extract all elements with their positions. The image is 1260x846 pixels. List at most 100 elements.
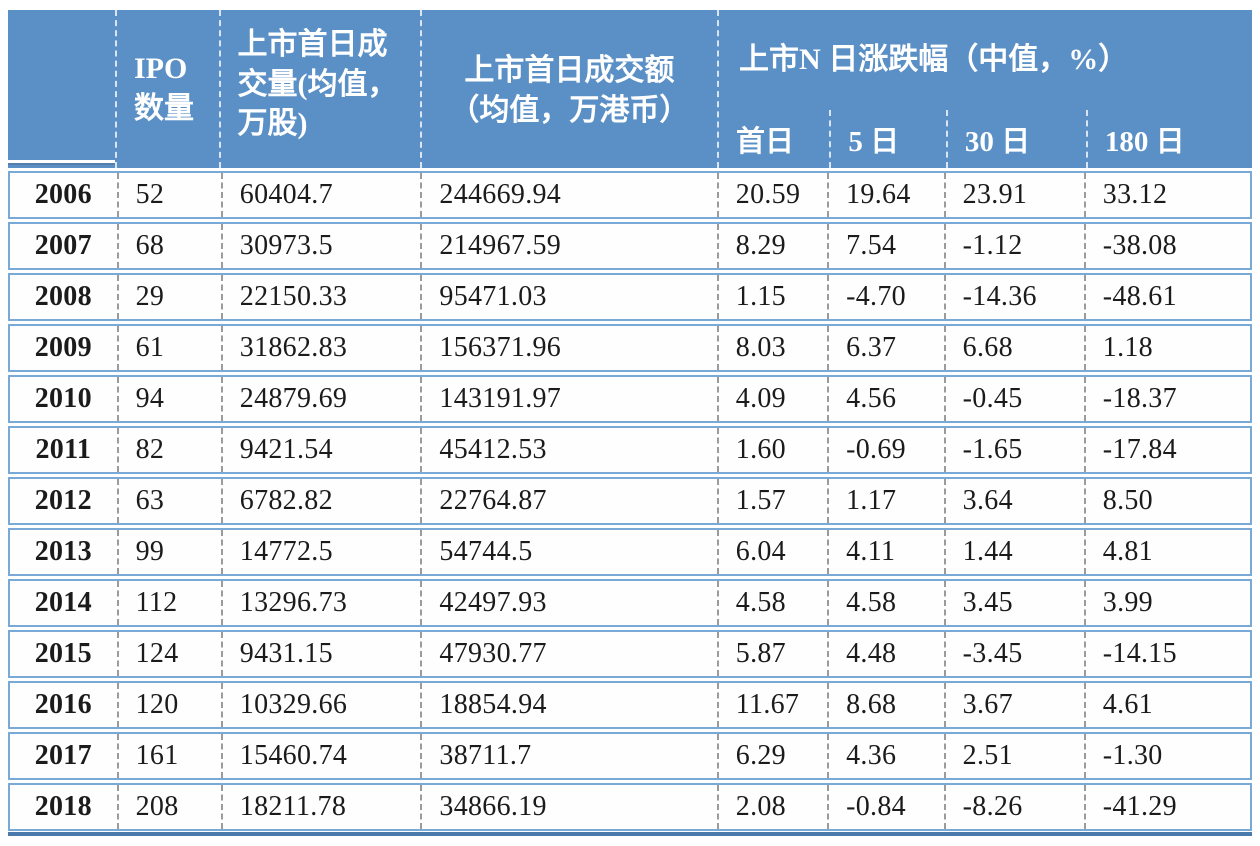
cell-change-day30: -8.26 <box>943 785 1084 829</box>
header-group-title: 上市N 日涨跌幅（中值，%） <box>739 43 1129 77</box>
cell-change-day5: 8.68 <box>827 683 944 727</box>
table-body: 2006 52 60404.7 244669.94 20.59 19.64 23.91 33.… <box>8 171 1252 831</box>
cell-change-day1: 11.67 <box>716 683 827 727</box>
cell-first-day-turnover: 45412.53 <box>420 428 716 472</box>
cell-change-day1: 2.08 <box>716 785 827 829</box>
cell-year: 2009 <box>34 332 92 363</box>
cell-change-day180: -18.37 <box>1083 377 1250 421</box>
cell-first-day-volume: 15460.74 <box>220 734 421 778</box>
cell-change-day30: -1.12 <box>943 224 1084 268</box>
cell-first-day-volume: 22150.33 <box>220 275 421 319</box>
header-cell-day180: 180 日 <box>1085 110 1252 168</box>
cell-year: 2008 <box>34 281 92 312</box>
cell-change-day180: -14.15 <box>1083 632 1250 676</box>
table-row: 2016 120 10329.66 18854.94 11.67 8.68 3.67 4.61 <box>8 681 1252 729</box>
cell-first-day-turnover: 42497.93 <box>420 581 716 625</box>
cell-change-day5: 4.58 <box>827 581 944 625</box>
header-cell-year <box>8 10 115 168</box>
cell-change-day180: -41.29 <box>1083 785 1250 829</box>
cell-change-day5: 1.17 <box>827 479 944 523</box>
cell-first-day-volume: 60404.7 <box>220 173 421 217</box>
cell-change-day30: 1.44 <box>943 530 1084 574</box>
cell-change-day1: 6.29 <box>716 734 827 778</box>
cell-year: 2017 <box>34 740 92 771</box>
cell-change-day180: -38.08 <box>1083 224 1250 268</box>
cell-ipo-count: 120 <box>116 683 221 727</box>
cell-change-day30: 3.67 <box>943 683 1084 727</box>
header-cell-first-day-turnover: 上市首日成交额 （均值，万港币） <box>419 10 717 168</box>
cell-ipo-count: 52 <box>116 173 221 217</box>
cell-change-day5: -4.70 <box>827 275 944 319</box>
cell-change-day30: -14.36 <box>943 275 1084 319</box>
cell-change-day30: -1.65 <box>943 428 1084 472</box>
cell-first-day-turnover: 156371.96 <box>420 326 716 370</box>
cell-ipo-count: 61 <box>116 326 221 370</box>
cell-year: 2010 <box>34 383 92 414</box>
cell-first-day-turnover: 54744.5 <box>420 530 716 574</box>
cell-change-day1: 1.60 <box>716 428 827 472</box>
cell-first-day-volume: 6782.82 <box>220 479 421 523</box>
cell-change-day1: 5.87 <box>716 632 827 676</box>
cell-ipo-count: 82 <box>116 428 221 472</box>
cell-first-day-turnover: 95471.03 <box>420 275 716 319</box>
cell-first-day-volume: 13296.73 <box>220 581 421 625</box>
cell-change-day1: 20.59 <box>716 173 827 217</box>
table-row: 2009 61 31862.83 156371.96 8.03 6.37 6.68 1.18 <box>8 324 1252 372</box>
header-cell-first-day-volume: 上市首日成 交量(均值， 万股) <box>219 10 419 168</box>
table-header: IPO 数量 上市首日成 交量(均值， 万股) 上市首日成交额 （均值，万港币）… <box>8 10 1252 168</box>
cell-change-day30: 23.91 <box>943 173 1084 217</box>
cell-first-day-turnover: 22764.87 <box>420 479 716 523</box>
table-row: 2013 99 14772.5 54744.5 6.04 4.11 1.44 4.81 <box>8 528 1252 576</box>
cell-ipo-count: 29 <box>116 275 221 319</box>
cell-first-day-volume: 10329.66 <box>220 683 421 727</box>
cell-ipo-count: 124 <box>116 632 221 676</box>
cell-year: 2007 <box>34 230 92 261</box>
cell-change-day30: 3.64 <box>943 479 1084 523</box>
cell-ipo-count: 63 <box>116 479 221 523</box>
cell-first-day-volume: 18211.78 <box>220 785 421 829</box>
header-subrow: 首日 5 日 30 日 180 日 <box>719 110 1252 168</box>
cell-change-day5: 4.56 <box>827 377 944 421</box>
table-row: 2010 94 24879.69 143191.97 4.09 4.56 -0.45 -18.… <box>8 375 1252 423</box>
cell-year: 2015 <box>34 638 92 669</box>
table-row: 2015 124 9431.15 47930.77 5.87 4.48 -3.45 -14.1… <box>8 630 1252 678</box>
cell-change-day1: 4.58 <box>716 581 827 625</box>
cell-ipo-count: 208 <box>116 785 221 829</box>
header-group-n-day-change: 上市N 日涨跌幅（中值，%） 首日 5 日 30 日 180 日 <box>717 10 1252 168</box>
header-cell-day5: 5 日 <box>829 110 945 168</box>
cell-first-day-volume: 24879.69 <box>220 377 421 421</box>
table-row: 2008 29 22150.33 95471.03 1.15 -4.70 -14.36 -48… <box>8 273 1252 321</box>
cell-ipo-count: 68 <box>116 224 221 268</box>
cell-first-day-turnover: 34866.19 <box>420 785 716 829</box>
table-bottom-rule <box>8 832 1252 836</box>
table-row: 2018 208 18211.78 34866.19 2.08 -0.84 -8.26 -41… <box>8 783 1252 831</box>
cell-first-day-turnover: 244669.94 <box>420 173 716 217</box>
cell-change-day180: 4.81 <box>1083 530 1250 574</box>
cell-first-day-turnover: 47930.77 <box>420 632 716 676</box>
cell-change-day30: -3.45 <box>943 632 1084 676</box>
cell-change-day5: -0.69 <box>827 428 944 472</box>
header-cell-ipo-count: IPO 数量 <box>114 10 219 168</box>
cell-change-day180: 3.99 <box>1083 581 1250 625</box>
ipo-stats-table: IPO 数量 上市首日成 交量(均值， 万股) 上市首日成交额 （均值，万港币）… <box>8 10 1252 836</box>
cell-first-day-volume: 14772.5 <box>220 530 421 574</box>
cell-first-day-volume: 9431.15 <box>220 632 421 676</box>
table-row: 2006 52 60404.7 244669.94 20.59 19.64 23.91 33.… <box>8 171 1252 219</box>
cell-change-day5: 19.64 <box>827 173 944 217</box>
cell-ipo-count: 112 <box>116 581 221 625</box>
cell-change-day180: 4.61 <box>1083 683 1250 727</box>
cell-ipo-count: 99 <box>116 530 221 574</box>
cell-change-day30: -0.45 <box>943 377 1084 421</box>
table-row: 2007 68 30973.5 214967.59 8.29 7.54 -1.12 -38.0… <box>8 222 1252 270</box>
cell-change-day180: -17.84 <box>1083 428 1250 472</box>
cell-ipo-count: 161 <box>116 734 221 778</box>
cell-change-day1: 6.04 <box>716 530 827 574</box>
cell-change-day180: 33.12 <box>1083 173 1250 217</box>
cell-year: 2011 <box>35 434 92 465</box>
cell-change-day5: 4.36 <box>827 734 944 778</box>
cell-first-day-turnover: 214967.59 <box>420 224 716 268</box>
cell-change-day1: 8.29 <box>716 224 827 268</box>
cell-change-day5: 4.11 <box>827 530 944 574</box>
cell-change-day1: 8.03 <box>716 326 827 370</box>
cell-change-day180: 1.18 <box>1083 326 1250 370</box>
